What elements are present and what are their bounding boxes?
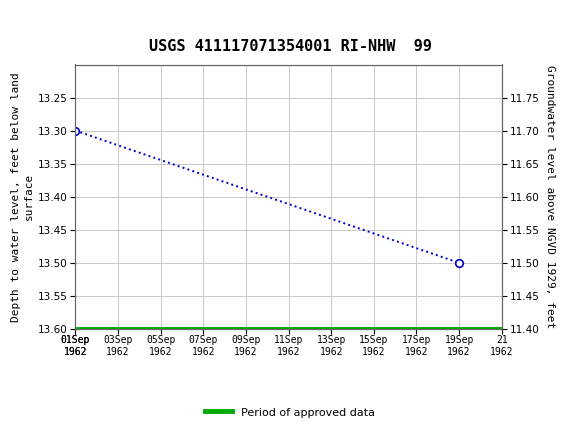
Legend: Period of approved data: Period of approved data xyxy=(200,402,380,422)
Y-axis label: Groundwater level above NGVD 1929, feet: Groundwater level above NGVD 1929, feet xyxy=(545,65,554,329)
Y-axis label: Depth to water level, feet below land
surface: Depth to water level, feet below land su… xyxy=(10,72,34,322)
Text: ≋: ≋ xyxy=(7,9,28,34)
Text: USGS: USGS xyxy=(42,12,102,31)
Text: USGS 411117071354001 RI-NHW  99: USGS 411117071354001 RI-NHW 99 xyxy=(148,39,432,54)
